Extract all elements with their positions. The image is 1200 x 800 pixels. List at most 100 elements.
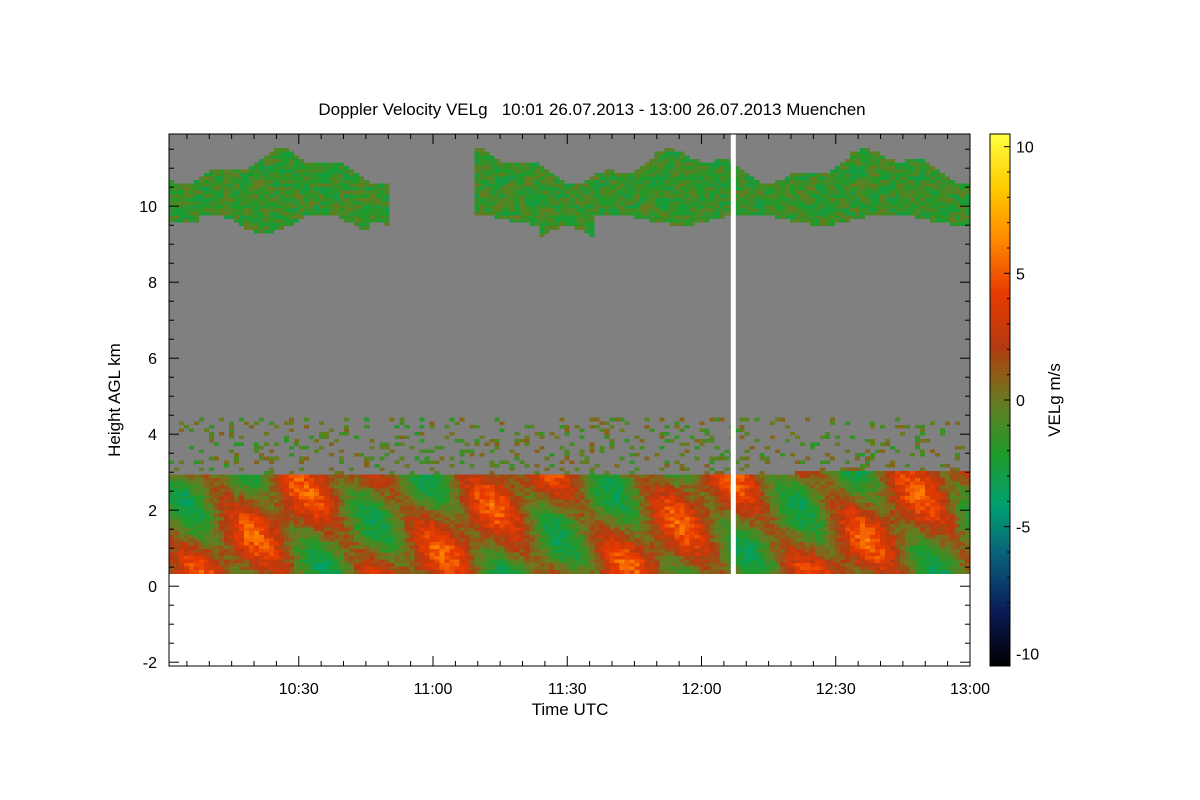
- heatmap-cell: [674, 502, 681, 507]
- heatmap-cell: [374, 534, 380, 539]
- heatmap-cell: [484, 481, 490, 486]
- heatmap-cell: [674, 506, 681, 510]
- heatmap-cell: [614, 173, 621, 177]
- heatmap-cell: [404, 570, 410, 574]
- heatmap-cell: [499, 538, 506, 542]
- heatmap-cell: [419, 428, 425, 432]
- heatmap-cell: [264, 233, 270, 432]
- heatmap-cell: [669, 481, 676, 486]
- heatmap-cell: [479, 552, 485, 557]
- heatmap-cell: [194, 183, 200, 188]
- heatmap-cell: [209, 197, 215, 202]
- heatmap-cell: [209, 208, 215, 213]
- heatmap-cell: [194, 545, 200, 549]
- heatmap-cell: [249, 478, 255, 482]
- heatmap-cell: [664, 506, 671, 510]
- heatmap-cell: [544, 517, 551, 521]
- heatmap-cell: [189, 194, 195, 198]
- heatmap-cell: [269, 173, 275, 177]
- heatmap-cell: [634, 548, 641, 553]
- heatmap-cell: [499, 534, 506, 539]
- heatmap-cell: [394, 552, 400, 557]
- heatmap-cell: [654, 165, 661, 170]
- heatmap-cell: [274, 552, 280, 557]
- heatmap-cell: [359, 197, 365, 202]
- heatmap-cell: [459, 134, 465, 418]
- heatmap-cell: [494, 439, 501, 443]
- heatmap-cell: [544, 485, 551, 489]
- heatmap-cell: [624, 474, 631, 479]
- heatmap-cell: [294, 180, 300, 184]
- heatmap-cell: [584, 524, 591, 528]
- heatmap-cell: [439, 499, 445, 503]
- heatmap-cell: [369, 485, 375, 489]
- heatmap-cell: [579, 502, 586, 507]
- heatmap-cell: [524, 541, 531, 546]
- heatmap-cell: [434, 552, 440, 557]
- heatmap-cell: [349, 563, 355, 567]
- heatmap-cell: [334, 513, 340, 518]
- heatmap-cell: [279, 492, 285, 496]
- heatmap-cell: [294, 194, 300, 198]
- heatmap-cell: [469, 534, 475, 539]
- heatmap-cell: [389, 534, 395, 539]
- heatmap-cell: [579, 552, 586, 557]
- heatmap-cell: [674, 492, 681, 496]
- heatmap-cell: [294, 162, 300, 166]
- heatmap-cell: [624, 197, 631, 202]
- heatmap-cell: [214, 478, 220, 482]
- heatmap-cell: [519, 559, 526, 564]
- heatmap-cell: [534, 485, 541, 489]
- heatmap-cell: [619, 502, 626, 507]
- heatmap-cell: [344, 534, 350, 539]
- heatmap-cell: [424, 499, 430, 503]
- heatmap-cell: [289, 502, 295, 507]
- heatmap-cell: [499, 556, 506, 560]
- heatmap-cell: [339, 485, 345, 489]
- heatmap-cell: [244, 559, 250, 564]
- heatmap-cell: [494, 492, 501, 496]
- heatmap-cell: [509, 463, 516, 468]
- heatmap-cell: [614, 570, 621, 574]
- heatmap-cell: [514, 194, 521, 198]
- heatmap-cell: [259, 474, 265, 479]
- heatmap-cell: [304, 566, 310, 571]
- heatmap-cell: [309, 201, 315, 205]
- heatmap-cell: [519, 545, 526, 549]
- heatmap-cell: [549, 463, 556, 468]
- heatmap-cell: [514, 534, 521, 539]
- heatmap-cell: [359, 573, 365, 666]
- heatmap-cell: [229, 428, 235, 432]
- heatmap-cell: [579, 439, 586, 450]
- heatmap-cell: [179, 187, 185, 191]
- heatmap-cell: [589, 180, 596, 184]
- heatmap-cell: [519, 517, 526, 521]
- heatmap-cell: [199, 134, 205, 177]
- heatmap-cell: [544, 520, 551, 525]
- heatmap-cell: [589, 236, 596, 418]
- heatmap-cell: [299, 197, 305, 202]
- heatmap-cell: [439, 520, 445, 525]
- heatmap-cell: [629, 134, 636, 174]
- heatmap-cell: [494, 158, 501, 163]
- heatmap-cell: [654, 162, 661, 166]
- heatmap-cell: [669, 222, 676, 227]
- heatmap-cell: [274, 208, 280, 213]
- heatmap-cell: [554, 548, 561, 553]
- heatmap-cell: [659, 552, 666, 557]
- heatmap-cell: [244, 513, 250, 518]
- heatmap-cell: [424, 520, 430, 525]
- heatmap-cell: [309, 180, 315, 184]
- heatmap-cell: [549, 545, 556, 549]
- heatmap-cell: [249, 499, 255, 503]
- heatmap-cell: [494, 570, 501, 574]
- heatmap-cell: [654, 155, 661, 159]
- heatmap-cell: [509, 176, 516, 181]
- heatmap-cell: [189, 492, 195, 496]
- heatmap-cell: [509, 481, 516, 486]
- heatmap-cell: [604, 531, 611, 535]
- heatmap-cell: [574, 134, 581, 184]
- heatmap-cell: [169, 520, 175, 525]
- heatmap-cell: [504, 219, 511, 461]
- heatmap-cell: [509, 222, 516, 450]
